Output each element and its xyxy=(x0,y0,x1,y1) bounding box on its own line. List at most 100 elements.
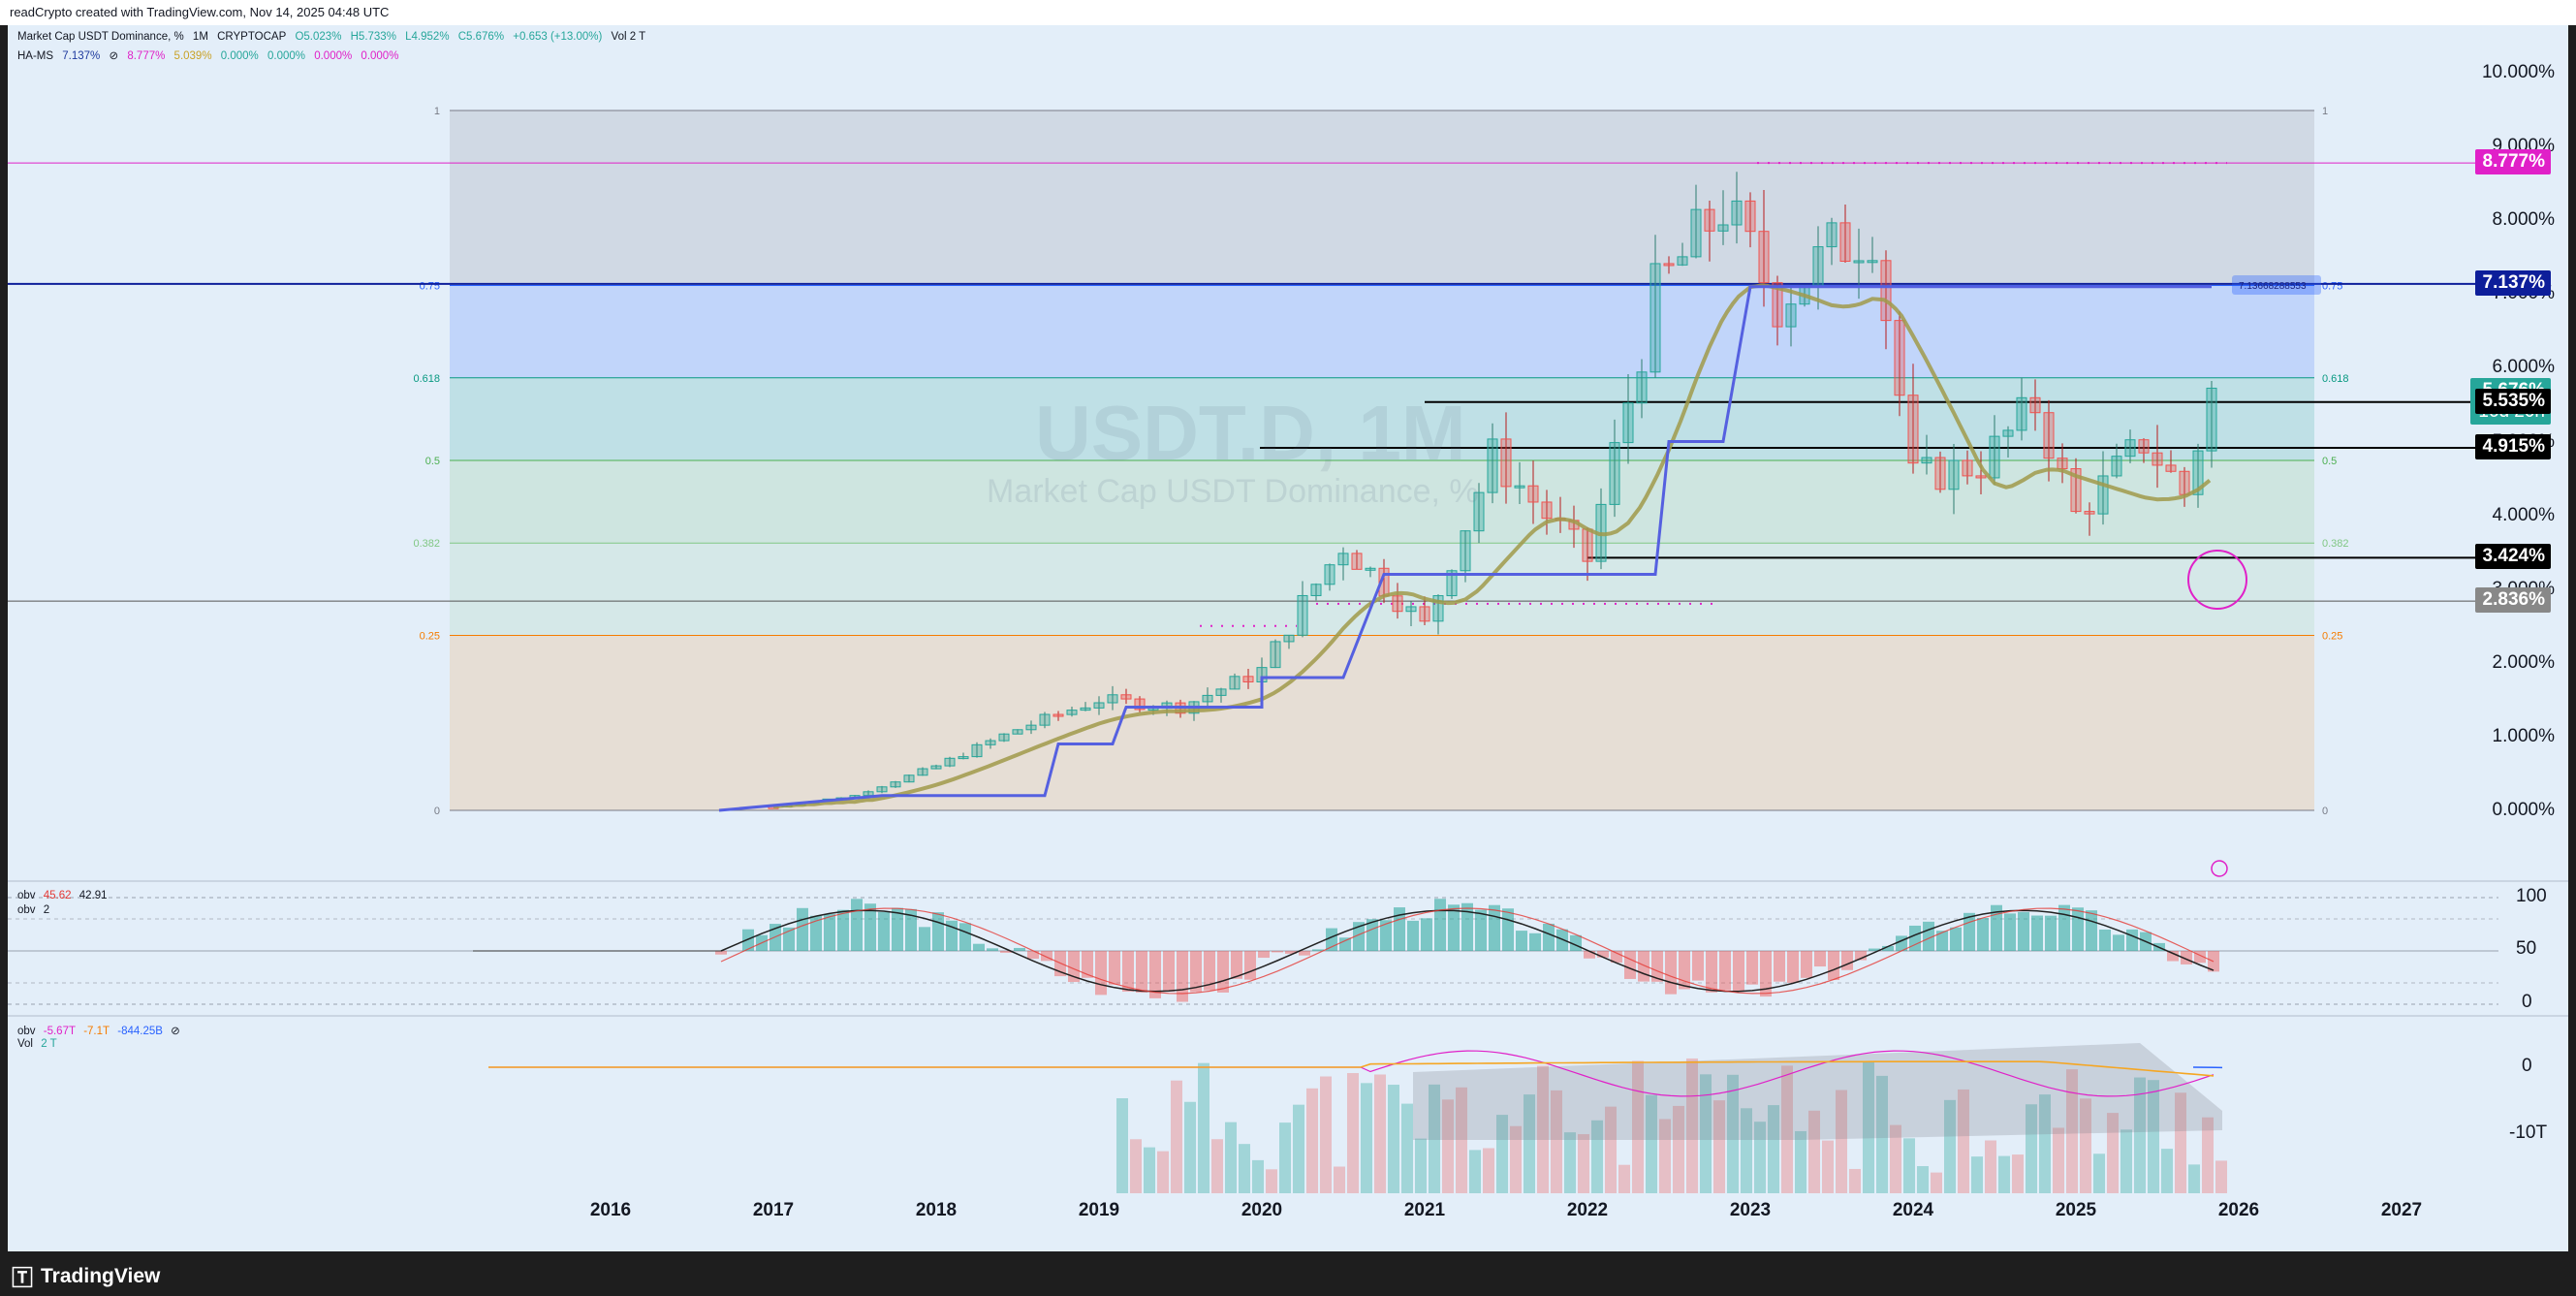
oscillator2-legend[interactable]: obv -5.67T -7.1T -844.25B ⊘ xyxy=(17,1024,185,1037)
osc1-histogram-bar xyxy=(1543,923,1555,951)
osc1-histogram-bar xyxy=(851,899,863,951)
candle-body xyxy=(2192,450,2204,495)
top-bar-text: readCrypto created with TradingView.com,… xyxy=(10,5,390,19)
volume-bar xyxy=(2148,1080,2159,1193)
volume-bar xyxy=(1537,1065,1549,1193)
legend-interval: 1M xyxy=(192,31,208,43)
osc1-histogram-bar xyxy=(1190,951,1202,993)
candle-body xyxy=(1432,595,1444,622)
ind-val-6: 0.000% xyxy=(361,50,399,62)
volume-bar xyxy=(1239,1144,1250,1193)
volume-bar xyxy=(1252,1159,1264,1193)
osc1-histogram-bar xyxy=(892,907,903,951)
price-chart[interactable]: 1 1 0.75 0.75 0.618 0.618 0.5 0.5 0.382 0.382 0.25… xyxy=(8,25,2568,1251)
price-axis-label: 8.000% xyxy=(2492,209,2555,231)
candle-body xyxy=(1460,530,1471,572)
osc1-histogram-bar xyxy=(1828,951,1839,981)
indicator-legend[interactable]: HA-MS 7.137% ⊘ 8.777% 5.039% 0.000% 0.00… xyxy=(17,48,404,62)
fib-price-label: 7.13668288553 xyxy=(2239,281,2307,292)
osc1-histogram-bar xyxy=(1299,951,1310,956)
oscillator1-legend-2[interactable]: obv 2 xyxy=(17,904,54,916)
fib-level-label-right: 0.5 xyxy=(2322,456,2337,467)
osc1-value3: 2 xyxy=(43,904,50,916)
osc1-histogram-bar xyxy=(2045,915,2057,951)
candle-body xyxy=(1812,246,1824,287)
osc1-histogram-bar xyxy=(1489,904,1500,951)
candle-body xyxy=(1989,435,2000,479)
time-axis-label: 2026 xyxy=(2217,1200,2260,1220)
osc2-name2: Vol xyxy=(17,1038,33,1050)
candle-body xyxy=(863,791,874,797)
osc2-value2: -7.1T xyxy=(83,1026,110,1037)
candle-body xyxy=(1622,402,1634,444)
osc1-histogram-bar xyxy=(2004,913,2016,951)
osc1-histogram-bar xyxy=(1339,937,1351,951)
osc1-scale-50: 50 xyxy=(2516,938,2537,959)
volume-bar xyxy=(1646,1094,1657,1193)
osc1-histogram-bar xyxy=(1367,919,1378,951)
osc1-scale-100: 100 xyxy=(2516,886,2547,906)
osc1-histogram-bar xyxy=(1068,951,1080,983)
candle-body xyxy=(917,768,928,776)
volume-bar xyxy=(1293,1104,1304,1193)
volume-bar xyxy=(1863,1060,1874,1193)
volume-bar xyxy=(1618,1164,1630,1193)
candle-body xyxy=(1677,256,1688,266)
symbol-legend[interactable]: Market Cap USDT Dominance, % 1M CRYPTOCA… xyxy=(17,31,651,43)
volume-bar xyxy=(1781,1065,1793,1193)
tradingview-logo[interactable]: 🅃 TradingView xyxy=(12,1261,160,1292)
fib-level-label-left: 0.382 xyxy=(413,538,440,550)
osc1-histogram-bar xyxy=(1149,951,1161,998)
oscillator1-legend[interactable]: obv 45.62 42.91 xyxy=(17,890,112,901)
osc1-histogram-bar xyxy=(1407,920,1419,951)
osc1-histogram-bar xyxy=(1204,951,1215,991)
osc1-histogram-bar xyxy=(797,907,808,951)
alert-icon xyxy=(2211,860,2228,877)
time-axis-label: 2027 xyxy=(2380,1200,2423,1220)
osc1-histogram-bar xyxy=(1909,925,1921,951)
osc1-histogram-bar xyxy=(2031,915,2043,951)
osc1-histogram-bar xyxy=(1638,951,1649,982)
fib-level-label-right: 1 xyxy=(2322,106,2328,117)
volume-bar xyxy=(1700,1074,1712,1193)
candle-body xyxy=(1215,688,1227,696)
volume-bar xyxy=(2120,1129,2132,1193)
osc1-histogram-bar xyxy=(1516,931,1527,951)
volume-bar xyxy=(1334,1166,1345,1193)
candle-body xyxy=(1270,641,1281,669)
candle-body xyxy=(1948,459,1960,490)
osc1-histogram-bar xyxy=(1082,951,1093,978)
oscillator2-legend-2[interactable]: Vol 2 T xyxy=(17,1038,62,1050)
candle-body xyxy=(1975,475,1987,479)
volume-bar xyxy=(1876,1075,1888,1193)
volume-bar xyxy=(1483,1148,1494,1193)
candle-body xyxy=(1514,485,1525,489)
volume-bar xyxy=(1822,1140,1834,1193)
volume-bar xyxy=(1591,1120,1603,1193)
volume-bar xyxy=(2107,1113,2119,1193)
volume-bar xyxy=(1510,1125,1522,1193)
eye-icon[interactable]: ⊘ xyxy=(109,50,119,62)
volume-bar xyxy=(1836,1090,1847,1193)
candle-body xyxy=(1446,570,1458,597)
candle-body xyxy=(1324,564,1335,585)
candle-body xyxy=(1080,707,1091,711)
volume-bar xyxy=(1917,1166,1929,1193)
candle-body xyxy=(1744,200,1756,233)
candle-body xyxy=(1690,208,1702,258)
eye-off-icon[interactable]: ⊘ xyxy=(171,1026,180,1037)
legend-low: L4.952% xyxy=(405,31,450,43)
time-axis-label: 2018 xyxy=(915,1200,958,1220)
candle-body xyxy=(1012,729,1023,735)
price-axis-label: 6.000% xyxy=(2492,357,2555,378)
volume-bar xyxy=(2012,1154,2024,1193)
chart-area[interactable]: 1 1 0.75 0.75 0.618 0.618 0.5 0.5 0.382 0.382 0.25… xyxy=(8,25,2568,1251)
volume-bar xyxy=(1564,1132,1576,1193)
osc1-histogram-bar xyxy=(864,903,876,951)
watermark-subtitle: Market Cap USDT Dominance, % xyxy=(987,473,1479,510)
fib-level-label-right: 0.618 xyxy=(2322,373,2349,385)
volume-bar xyxy=(1795,1130,1806,1193)
volume-bar xyxy=(1456,1087,1467,1193)
candle-body xyxy=(1717,224,1729,232)
price-tag: 3.424% xyxy=(2474,544,2551,570)
